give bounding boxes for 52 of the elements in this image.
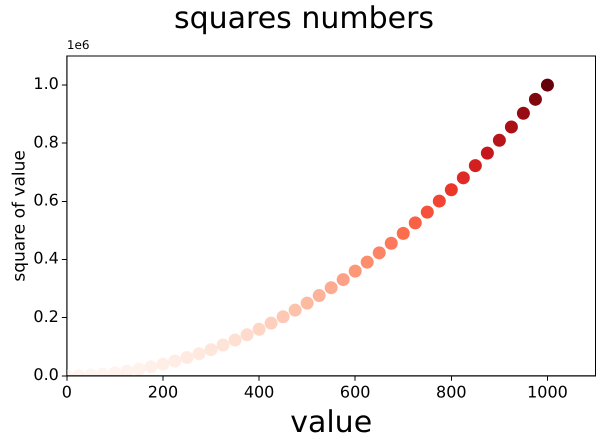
x-axis-title: value bbox=[290, 404, 372, 440]
point bbox=[384, 236, 398, 250]
text: 1e6 bbox=[66, 38, 90, 52]
point bbox=[468, 159, 482, 172]
x-tick-label: 200 bbox=[148, 382, 178, 402]
point bbox=[336, 273, 350, 286]
point bbox=[396, 226, 410, 240]
point bbox=[492, 134, 506, 147]
y-tick-label: 1.0 bbox=[33, 74, 59, 94]
point bbox=[288, 304, 302, 317]
y-tick-label: 0.4 bbox=[33, 248, 59, 268]
point bbox=[348, 264, 362, 278]
point bbox=[300, 296, 314, 310]
point bbox=[228, 334, 242, 347]
y-tick-label: 0.2 bbox=[33, 306, 59, 326]
point bbox=[132, 362, 146, 376]
point bbox=[204, 343, 218, 356]
point bbox=[516, 106, 530, 120]
point bbox=[156, 358, 170, 371]
point bbox=[252, 322, 266, 336]
point bbox=[372, 246, 386, 260]
point bbox=[504, 120, 518, 134]
point bbox=[456, 171, 470, 184]
y-tick-label: 0.6 bbox=[33, 190, 59, 210]
x-tick-label: 800 bbox=[436, 382, 467, 402]
point bbox=[240, 328, 254, 342]
x-tick-label: 1000 bbox=[527, 382, 568, 402]
chart-title: squares numbers bbox=[174, 0, 434, 36]
point bbox=[360, 256, 374, 269]
point bbox=[420, 206, 434, 219]
point bbox=[540, 78, 554, 92]
point bbox=[324, 281, 338, 294]
point bbox=[276, 310, 290, 324]
point bbox=[120, 364, 134, 376]
point bbox=[180, 350, 194, 364]
x-tick-label: 0 bbox=[62, 382, 72, 402]
point bbox=[264, 316, 278, 330]
point bbox=[168, 354, 182, 368]
y-tick-label: 0.0 bbox=[33, 364, 59, 384]
point bbox=[528, 92, 542, 106]
point bbox=[480, 146, 494, 160]
point bbox=[432, 194, 446, 208]
y-tick-label: 0.8 bbox=[33, 132, 59, 152]
x-tick-label: 400 bbox=[244, 382, 274, 402]
point bbox=[144, 360, 158, 374]
point bbox=[444, 183, 458, 196]
point bbox=[312, 289, 326, 302]
point bbox=[216, 338, 230, 352]
x-tick-label: 600 bbox=[340, 382, 370, 402]
point bbox=[408, 216, 422, 230]
y-axis-title: square of value bbox=[10, 150, 30, 282]
point bbox=[192, 347, 206, 360]
